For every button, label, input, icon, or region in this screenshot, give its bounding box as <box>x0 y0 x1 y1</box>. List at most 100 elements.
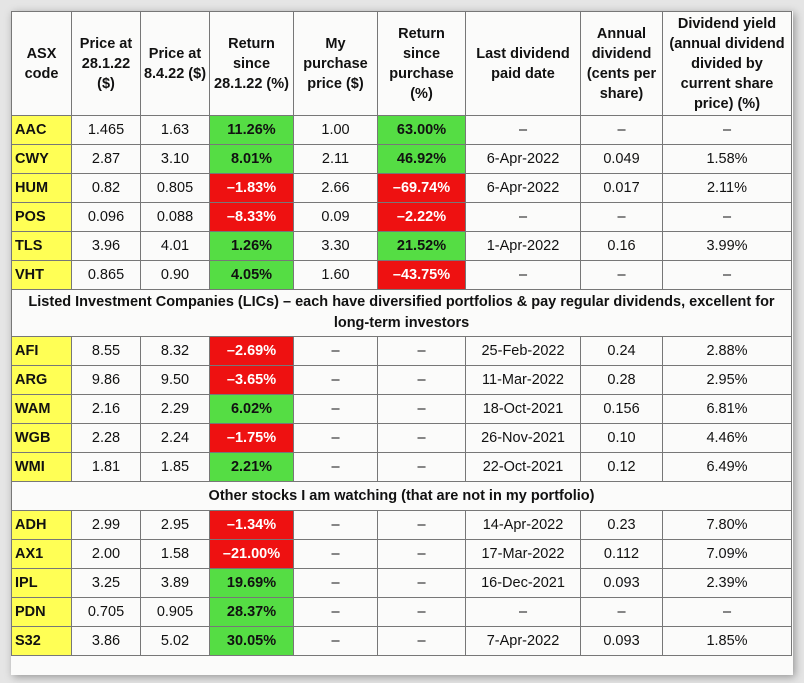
header-price-28-1-22: Price at 28.1.22 ($) <box>71 11 141 116</box>
cell-last-dividend-date: 25-Feb-2022 <box>465 336 581 366</box>
cell-price-8-4-22: 3.89 <box>140 568 210 598</box>
cell-return-since-purchase: – <box>377 452 466 482</box>
cell-return-since-purchase: 21.52% <box>377 231 466 261</box>
cell-annual-dividend: 0.093 <box>580 568 663 598</box>
cell-purchase-price: – <box>293 365 378 395</box>
cell-price-8-4-22: 1.58 <box>140 539 210 569</box>
table-row: ARG 9.86 9.50 –3.65% – –11-Mar-2022 0.28 2.95% <box>11 365 792 395</box>
cell-price-8-4-22: 1.85 <box>140 452 210 482</box>
table-row: WMI 1.81 1.85 2.21% – –22-Oct-2021 0.12 6.49% <box>11 452 792 482</box>
table-row: HUM 0.82 0.805 –1.83% 2.66 –69.74% 6-Apr-2022 0… <box>11 173 792 203</box>
cell-purchase-price: – <box>293 539 378 569</box>
cell-annual-dividend: 0.093 <box>580 626 663 656</box>
header-return-since-28-1-22: Return since 28.1.22 (%) <box>209 11 294 116</box>
cell-price-8-4-22: 0.805 <box>140 173 210 203</box>
cell-last-dividend-date: 16-Dec-2021 <box>465 568 581 598</box>
cell-annual-dividend: 0.23 <box>580 510 663 540</box>
cell-return-since-purchase: –2.22% <box>377 202 466 232</box>
cell-purchase-price: – <box>293 452 378 482</box>
cell-price-8-4-22: 2.24 <box>140 423 210 453</box>
cell-price-28-1-22: 0.705 <box>71 597 141 627</box>
cell-return-since-purchase: – <box>377 510 466 540</box>
cell-dividend-yield: 3.99% <box>662 231 792 261</box>
cell-annual-dividend: 0.24 <box>580 336 663 366</box>
cell-price-28-1-22: 3.96 <box>71 231 141 261</box>
cell-last-dividend-date: 6-Apr-2022 <box>465 144 581 174</box>
cell-annual-dividend: 0.16 <box>580 231 663 261</box>
cell-asx-code: CWY <box>11 144 72 174</box>
cell-annual-dividend: 0.28 <box>580 365 663 395</box>
cell-asx-code: PDN <box>11 597 72 627</box>
section-header-row: Other stocks I am watching (that are not… <box>11 481 792 511</box>
cell-return-since-28-1-22: –2.69% <box>209 336 294 366</box>
cell-purchase-price: 2.11 <box>293 144 378 174</box>
table-header: ASX code Price at 28.1.22 ($) Price at 8… <box>11 11 792 116</box>
cell-return-since-28-1-22: –3.65% <box>209 365 294 395</box>
cell-asx-code: AFI <box>11 336 72 366</box>
table-row: AAC 1.465 1.63 11.26% 1.00 63.00% – – – <box>11 115 792 145</box>
cell-price-8-4-22: 0.905 <box>140 597 210 627</box>
cell-last-dividend-date: 22-Oct-2021 <box>465 452 581 482</box>
header-asx-code: ASX code <box>11 11 72 116</box>
cell-asx-code: POS <box>11 202 72 232</box>
table-row: AFI 8.55 8.32 –2.69% – –25-Feb-2022 0.24 2.88% <box>11 336 792 366</box>
cell-price-28-1-22: 2.99 <box>71 510 141 540</box>
cell-return-since-28-1-22: 2.21% <box>209 452 294 482</box>
cell-annual-dividend: 0.156 <box>580 394 663 424</box>
cell-purchase-price: – <box>293 394 378 424</box>
cell-dividend-yield: – <box>662 202 792 232</box>
cell-asx-code: ARG <box>11 365 72 395</box>
cell-annual-dividend: – <box>580 597 663 627</box>
cell-dividend-yield: 1.85% <box>662 626 792 656</box>
cell-dividend-yield: 2.88% <box>662 336 792 366</box>
cell-purchase-price: – <box>293 423 378 453</box>
header-purchase-price: My purchase price ($) <box>293 11 378 116</box>
cell-dividend-yield: 2.39% <box>662 568 792 598</box>
cell-price-28-1-22: 0.096 <box>71 202 141 232</box>
cell-last-dividend-date: 26-Nov-2021 <box>465 423 581 453</box>
cell-price-28-1-22: 8.55 <box>71 336 141 366</box>
table-row: WGB 2.28 2.24 –1.75% – –26-Nov-2021 0.10 4.46% <box>11 423 792 453</box>
cell-dividend-yield: 6.81% <box>662 394 792 424</box>
header-price-8-4-22: Price at 8.4.22 ($) <box>140 11 210 116</box>
cell-price-28-1-22: 3.25 <box>71 568 141 598</box>
cell-dividend-yield: 4.46% <box>662 423 792 453</box>
cell-price-8-4-22: 5.02 <box>140 626 210 656</box>
cell-asx-code: ADH <box>11 510 72 540</box>
table-body: AAC 1.465 1.63 11.26% 1.00 63.00% – – – CWY 2.87 3.… <box>11 115 792 656</box>
table-row: ADH 2.99 2.95 –1.34% – –14-Apr-2022 0.23 7.80% <box>11 510 792 540</box>
cell-return-since-purchase: – <box>377 626 466 656</box>
cell-dividend-yield: 7.80% <box>662 510 792 540</box>
cell-annual-dividend: 0.049 <box>580 144 663 174</box>
cell-annual-dividend: 0.017 <box>580 173 663 203</box>
cell-asx-code: WGB <box>11 423 72 453</box>
cell-dividend-yield: 6.49% <box>662 452 792 482</box>
cell-price-28-1-22: 9.86 <box>71 365 141 395</box>
cell-purchase-price: 2.66 <box>293 173 378 203</box>
cell-purchase-price: – <box>293 510 378 540</box>
table-row: S32 3.86 5.02 30.05% – –7-Apr-2022 0.093 1.85% <box>11 626 792 656</box>
cell-price-8-4-22: 0.088 <box>140 202 210 232</box>
cell-asx-code: AX1 <box>11 539 72 569</box>
cell-last-dividend-date: 1-Apr-2022 <box>465 231 581 261</box>
cell-price-28-1-22: 2.28 <box>71 423 141 453</box>
cell-price-28-1-22: 2.00 <box>71 539 141 569</box>
table-row: CWY 2.87 3.10 8.01% 2.11 46.92% 6-Apr-2022 0.04… <box>11 144 792 174</box>
section-title: Listed Investment Companies (LICs) – eac… <box>11 289 792 337</box>
cell-return-since-purchase: – <box>377 539 466 569</box>
cell-return-since-purchase: – <box>377 423 466 453</box>
cell-asx-code: HUM <box>11 173 72 203</box>
table-row: WAM 2.16 2.29 6.02% – –18-Oct-2021 0.156 6.81% <box>11 394 792 424</box>
cell-annual-dividend: 0.112 <box>580 539 663 569</box>
cell-return-since-purchase: 46.92% <box>377 144 466 174</box>
table-frame: ASX code Price at 28.1.22 ($) Price at 8… <box>11 11 793 675</box>
cell-purchase-price: 1.00 <box>293 115 378 145</box>
cell-dividend-yield: 2.95% <box>662 365 792 395</box>
cell-return-since-purchase: 63.00% <box>377 115 466 145</box>
cell-last-dividend-date: 7-Apr-2022 <box>465 626 581 656</box>
header-row: ASX code Price at 28.1.22 ($) Price at 8… <box>11 11 792 116</box>
cell-return-since-28-1-22: 11.26% <box>209 115 294 145</box>
cell-asx-code: S32 <box>11 626 72 656</box>
cell-price-28-1-22: 1.81 <box>71 452 141 482</box>
cell-purchase-price: – <box>293 336 378 366</box>
